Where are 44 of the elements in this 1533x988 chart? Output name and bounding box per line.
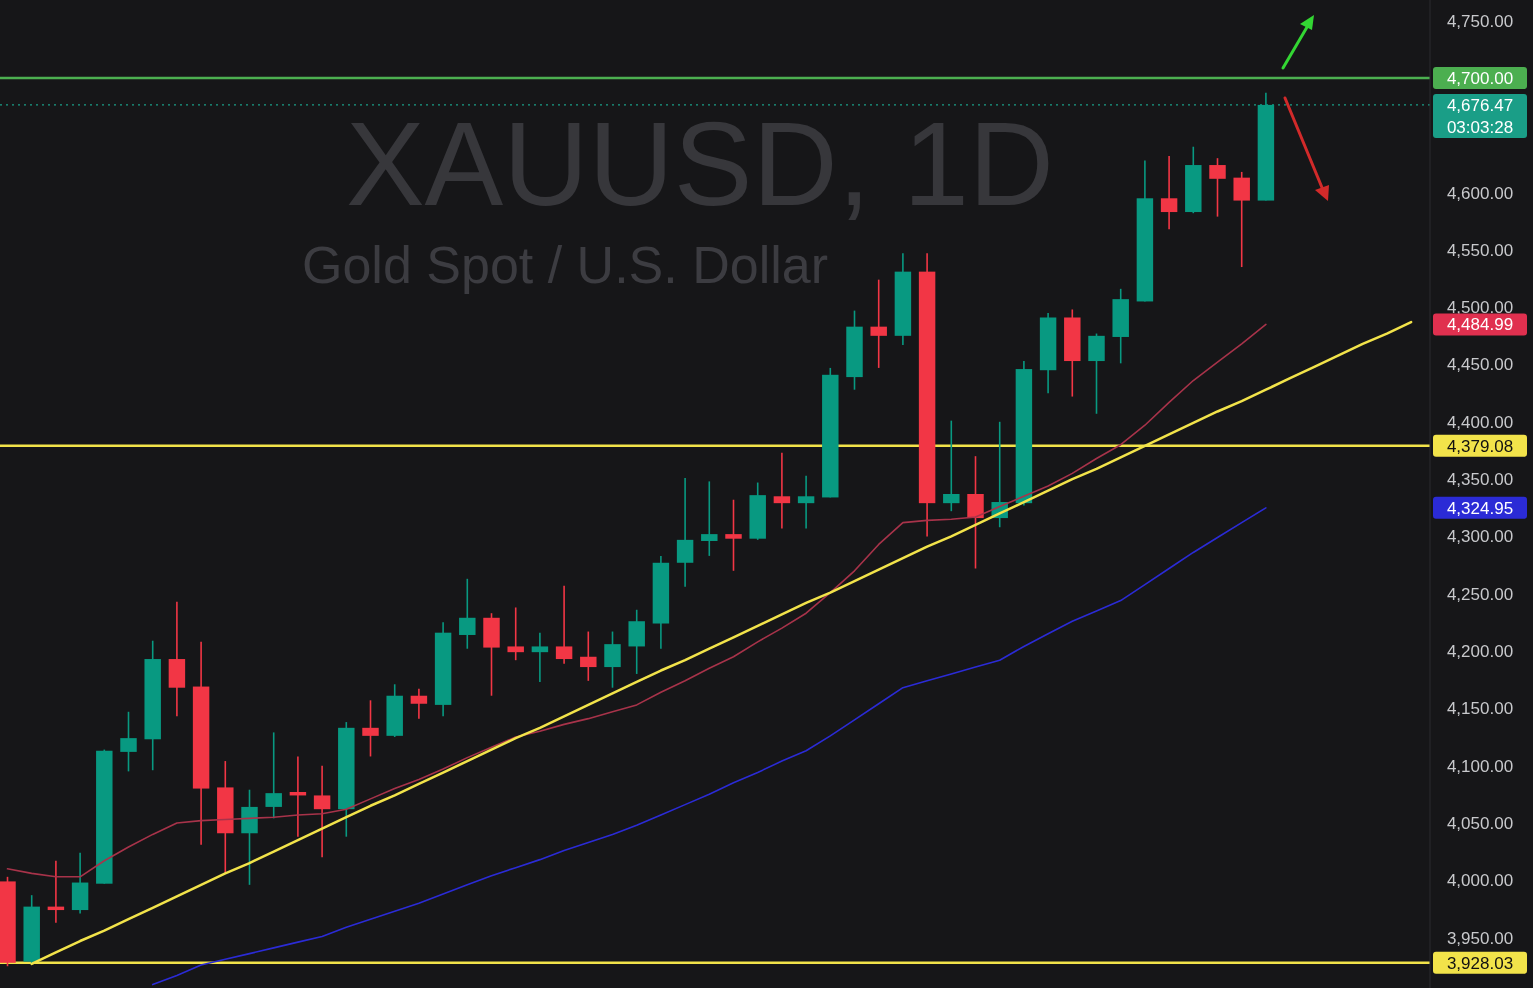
candlestick [1233,171,1250,268]
y-tick-label: 4,400.00 [1446,412,1514,432]
y-tick-label: 4,150.00 [1446,699,1514,719]
y-tick-label: 4,350.00 [1446,470,1514,490]
candlestick [797,474,815,530]
candlestick [701,480,718,557]
text: 03:03:28 [1446,117,1514,137]
y-tick-label: 4,300.00 [1446,527,1514,547]
candlestick [120,710,137,773]
candlestick [604,630,621,689]
candlestick [725,498,742,572]
candlestick [507,606,524,661]
candlestick [362,699,379,758]
line-series [151,507,1267,986]
text: 4,324.95 [1446,498,1514,518]
candlestick [313,764,331,859]
line-series [6,323,1267,878]
y-tick-label: 4,100.00 [1446,756,1514,776]
ref-line-label: 4,676.47 [1446,95,1514,115]
candlestick [580,630,597,682]
y-tick-label: 4,600.00 [1446,183,1514,203]
y-tick-label: 4,050.00 [1446,813,1514,833]
y-tick-label: 4,750.00 [1446,11,1514,31]
y-tick-label: 4,200.00 [1446,642,1514,662]
candlestick [943,419,960,512]
y-tick-label: 4,250.00 [1446,584,1514,604]
candlestick [1209,157,1226,218]
candlestick [555,584,573,665]
ref-line-label: 4,379.08 [1446,436,1514,456]
y-tick-label: 4,500.00 [1446,298,1514,318]
candlestick [870,278,887,369]
candlestick [410,688,428,720]
y-tick-label: 4,550.00 [1446,240,1514,260]
candlestick [676,477,694,588]
ref-line-label: 4,700.00 [1446,68,1514,88]
y-tick-label: 4,000.00 [1446,871,1514,891]
candlestick [531,631,549,683]
candlestick [459,578,476,650]
candlestick [773,451,791,530]
candlestick [1160,155,1178,231]
text: 4,484.99 [1446,315,1514,335]
y-tick-label: 3,950.00 [1446,928,1514,948]
ref-line-label: 3,928.03 [1446,953,1514,973]
y-tick-label: 4,450.00 [1446,355,1514,375]
